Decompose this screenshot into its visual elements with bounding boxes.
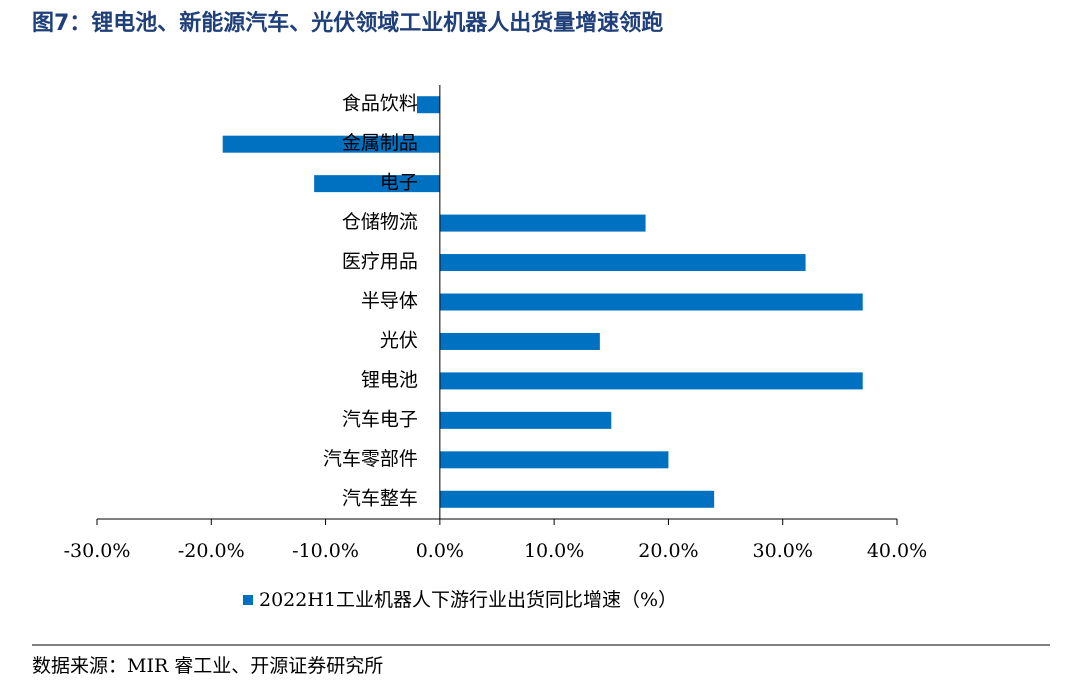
x-tick-label: 20.0% xyxy=(638,540,698,562)
source: 数据来源：MIR 睿工业、开源证券研究所 xyxy=(32,655,383,677)
bar xyxy=(439,254,806,272)
x-tick-label: -20.0% xyxy=(178,540,245,562)
bar xyxy=(439,293,863,311)
x-tick-label: 30.0% xyxy=(753,540,813,562)
bar xyxy=(439,332,600,350)
bar xyxy=(439,214,646,232)
x-tick-label: 10.0% xyxy=(524,540,584,562)
bar xyxy=(222,135,440,153)
x-tick-label: -30.0% xyxy=(64,540,131,562)
legend-label: 2022H1工业机器人下游行业出货同比增速（%） xyxy=(259,589,677,611)
x-tick-label: -10.0% xyxy=(292,540,359,562)
bar xyxy=(417,96,440,114)
y-tick-label: 光伏 xyxy=(380,329,418,351)
y-tick-label: 汽车零部件 xyxy=(323,448,418,470)
x-tick-label: 0.0% xyxy=(416,540,464,562)
chart-title: 图7：锂电池、新能源汽车、光伏领域工业机器人出货量增速领跑 xyxy=(32,10,663,36)
bar xyxy=(439,451,669,469)
y-tick-label: 仓储物流 xyxy=(342,211,418,233)
bar xyxy=(439,411,612,429)
y-tick-label: 金属制品 xyxy=(342,132,418,154)
y-tick-label: 医疗用品 xyxy=(342,251,418,273)
bar xyxy=(439,372,863,390)
y-tick-label: 半导体 xyxy=(361,290,418,312)
bar xyxy=(314,175,440,193)
legend-swatch xyxy=(243,595,253,605)
y-tick-label: 锂电池 xyxy=(361,369,418,391)
bar xyxy=(439,490,715,508)
y-tick-label: 食品饮料 xyxy=(342,93,418,115)
y-tick-label: 汽车电子 xyxy=(342,408,418,430)
y-tick-label: 电子 xyxy=(380,172,418,194)
x-tick-label: 40.0% xyxy=(867,540,927,562)
y-tick-label: 汽车整车 xyxy=(342,487,418,509)
